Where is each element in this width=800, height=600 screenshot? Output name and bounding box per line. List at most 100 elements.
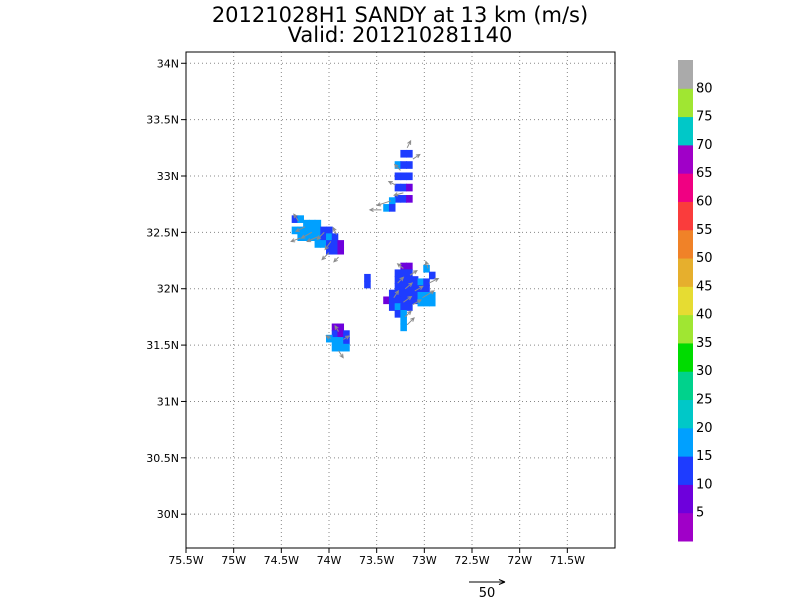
wind-cell-southwest — [337, 330, 345, 338]
wind-cell-northeast — [400, 149, 407, 158]
wind-cell-southwest — [343, 337, 350, 345]
wind-vector-arrow — [306, 236, 318, 243]
wind-vector-arrow — [406, 317, 415, 326]
wind-cell-northeast — [406, 161, 413, 169]
wind-cell-northeast — [394, 161, 402, 169]
wind-cell-southwest — [331, 337, 339, 345]
x-tick-label: 72.5W — [454, 554, 489, 567]
wind-cell-central — [388, 289, 396, 298]
wind-cell-northwest — [297, 226, 304, 235]
wind-cell-northeast — [388, 197, 396, 205]
wind-vector-arrow — [290, 237, 301, 243]
colorbar-label: 30 — [696, 364, 713, 379]
wind-cell-central — [388, 296, 396, 305]
wind-cell-northwest — [331, 246, 339, 255]
wind-cell-northeast — [400, 172, 407, 181]
wind-vector-arrow — [333, 256, 339, 263]
wind-vector-arrow — [316, 232, 325, 241]
wind-vector-arrow — [428, 277, 440, 284]
colorbar: 5 10 15 20 25 30 35 40 45 50 55 60 65 70 75 80 — [678, 60, 713, 542]
colorbar-label: 35 — [696, 336, 713, 351]
wind-cell-northeast — [400, 195, 407, 203]
wind-vector-arrow — [404, 282, 414, 290]
wind-cell-east — [423, 264, 430, 273]
wind-vector-arrow — [324, 241, 332, 251]
wind-cell-east — [423, 278, 430, 287]
colorbar-bin — [678, 116, 693, 146]
wind-cell-northwest — [297, 215, 304, 223]
colorbar-label: 70 — [696, 138, 713, 153]
wind-cell-east — [417, 291, 425, 300]
wind-cell-central — [411, 289, 419, 298]
wind-cell-east — [423, 285, 430, 293]
wind-vector-arrow — [325, 335, 332, 340]
wind-cell-central — [400, 316, 407, 325]
y-tick-label: 33N — [157, 170, 179, 183]
colorbar-labels: 5 10 15 20 25 30 35 40 45 50 55 60 65 70 75 80 — [696, 81, 713, 520]
x-tick-label: 75.5W — [168, 554, 203, 567]
wind-cell-northwest — [303, 219, 310, 228]
colorbar-label: 5 — [696, 506, 704, 521]
wind-cell-central — [394, 269, 402, 278]
wind-cell-northwest — [308, 233, 316, 241]
wind-cell-northeast — [394, 183, 402, 192]
wind-cell-central — [400, 310, 407, 318]
chart-subtitle: Valid: 201210281140 — [288, 23, 513, 47]
wind-cell-northwest — [314, 219, 322, 228]
wind-cell-central — [400, 303, 407, 311]
wind-cell-central — [394, 276, 402, 284]
wind-vector-arrow — [300, 231, 313, 239]
wind-cell-central — [406, 289, 413, 298]
colorbar-label: 75 — [696, 110, 713, 125]
y-tick-label: 33.5N — [146, 114, 179, 127]
colorbar-bin — [678, 286, 693, 316]
colorbar-label: 20 — [696, 421, 713, 436]
wind-cell-central — [383, 296, 390, 305]
wind-vector-arrow — [403, 295, 413, 303]
wind-cell-northwest — [291, 226, 299, 235]
wind-cell-northwest — [326, 233, 333, 241]
colorbar-label: 60 — [696, 194, 713, 209]
colorbar-label: 65 — [696, 166, 713, 181]
wind-vector-arrow — [332, 226, 338, 235]
colorbar-bin — [678, 201, 693, 231]
colorbar-bins — [678, 60, 693, 542]
wind-cell-northwest — [314, 240, 322, 248]
reference-vector-label: 50 — [479, 586, 496, 600]
wind-vector-arrow — [393, 289, 400, 299]
wind-vector-arrow — [321, 252, 330, 261]
wind-cell-northeast — [406, 149, 413, 158]
y-tick-label: 32.5N — [146, 226, 179, 239]
wind-cell-east — [417, 278, 425, 287]
wind-vector-arrow — [396, 263, 404, 269]
wind-vector-arrow — [404, 310, 412, 318]
wind-cell-east — [423, 298, 430, 307]
colorbar-label: 80 — [696, 81, 713, 96]
wind-cell-central — [400, 323, 407, 332]
wind-vector-arrow — [343, 335, 351, 340]
colorbar-label: 50 — [696, 251, 713, 266]
wind-cell-northwest — [314, 226, 322, 235]
colorbar-bin — [678, 512, 693, 542]
wind-vector-arrow — [393, 192, 404, 197]
colorbar-label: 55 — [696, 223, 713, 238]
wind-cell-east — [428, 271, 436, 280]
wind-cell-central — [411, 296, 419, 305]
colorbar-bin — [678, 258, 693, 287]
wind-cell-southwest — [331, 343, 339, 352]
plot-area: 75.5W 75W 74.5W 74W 73.5W 73W 72.5W 72W 71.5W 30N… — [146, 51, 616, 567]
wind-cell-southwest — [331, 330, 339, 338]
wind-cell-northeast — [406, 172, 413, 181]
wind-cell-northwest — [297, 233, 304, 241]
wind-cell-northwest — [291, 215, 299, 223]
y-tick-label: 34N — [157, 57, 179, 70]
colorbar-bin — [678, 484, 693, 514]
colorbar-label: 45 — [696, 279, 713, 294]
wind-vector-arrow — [397, 276, 405, 284]
wind-cell-southwest — [343, 330, 350, 338]
wind-cell-central — [400, 282, 407, 291]
wind-cell-central — [406, 296, 413, 305]
wind-vector-arrow — [393, 163, 401, 171]
wind-vector-arrow — [409, 269, 418, 276]
